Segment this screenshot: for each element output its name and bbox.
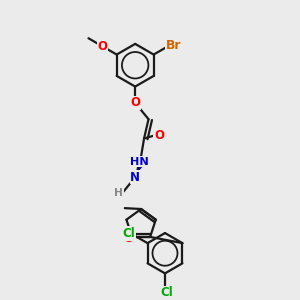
Text: O: O bbox=[98, 40, 108, 53]
Text: Br: Br bbox=[166, 39, 181, 52]
Text: H: H bbox=[114, 188, 123, 198]
Text: O: O bbox=[154, 129, 164, 142]
Text: HN: HN bbox=[130, 157, 149, 166]
Text: N: N bbox=[130, 170, 140, 184]
Text: O: O bbox=[130, 96, 140, 110]
Text: O: O bbox=[124, 232, 134, 245]
Text: Cl: Cl bbox=[123, 227, 135, 240]
Text: Cl: Cl bbox=[160, 286, 173, 299]
